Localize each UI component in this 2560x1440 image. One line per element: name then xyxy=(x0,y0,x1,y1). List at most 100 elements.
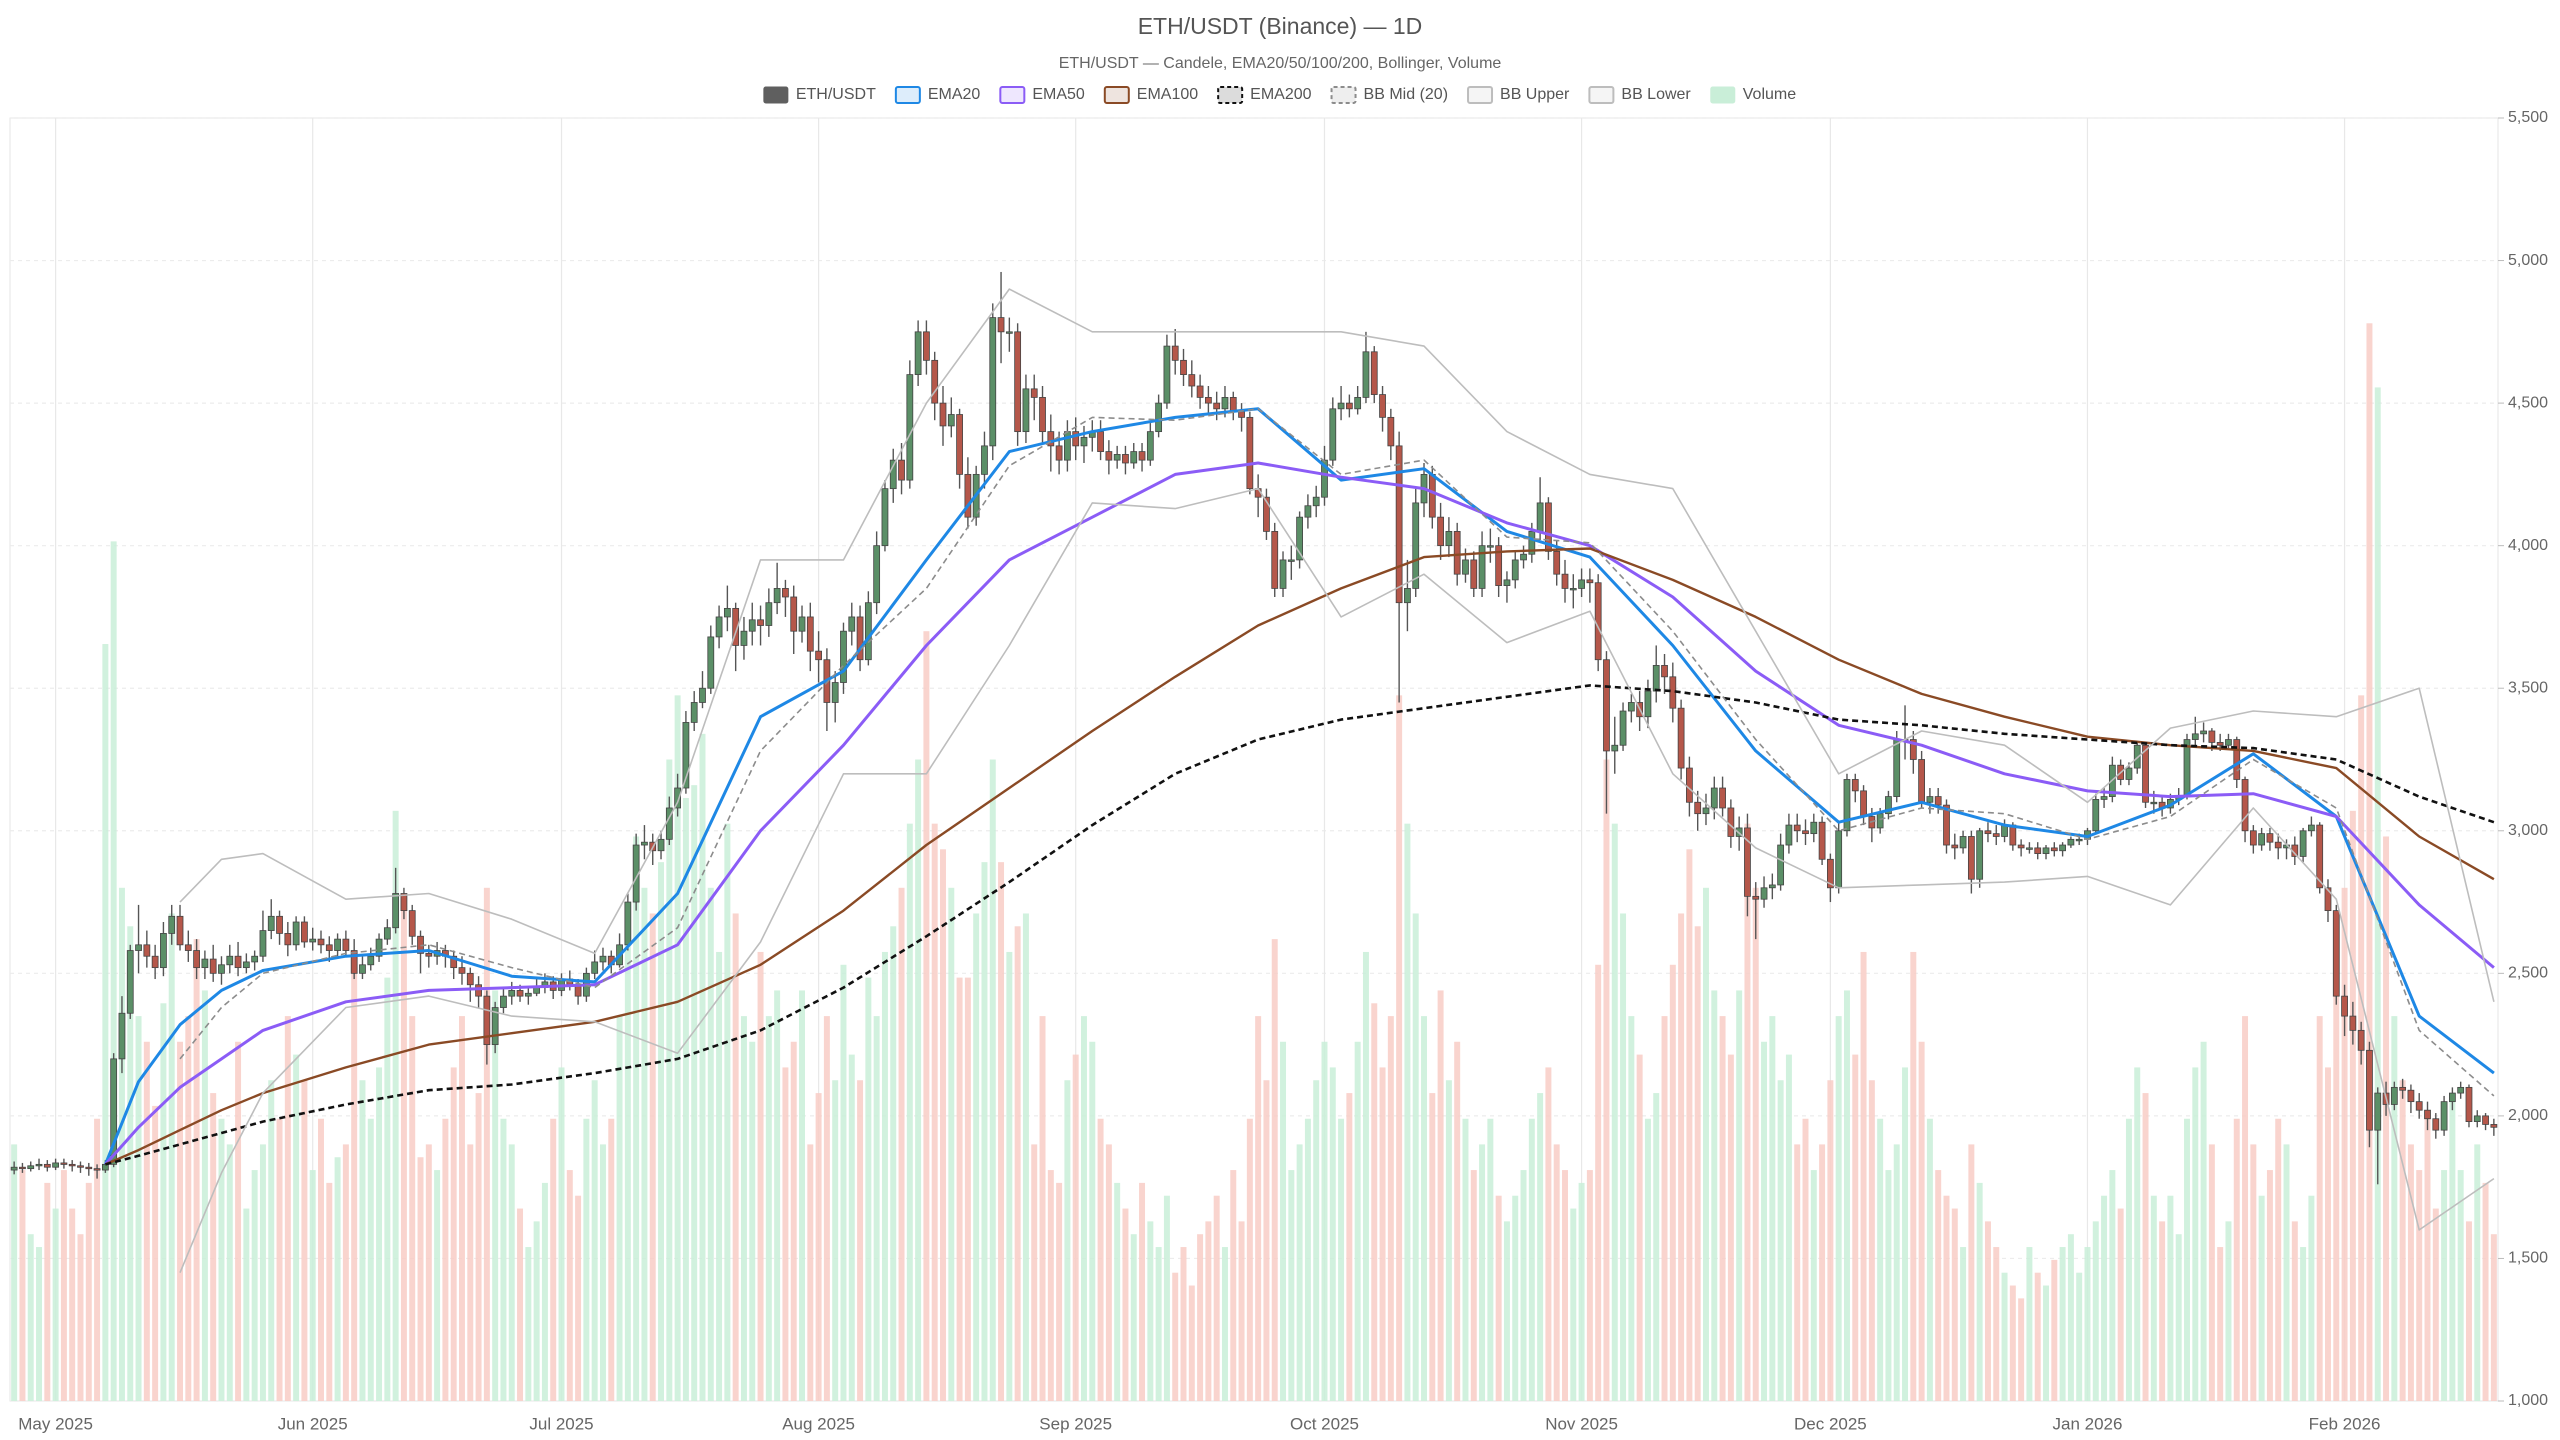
candle-body xyxy=(1694,801,1702,815)
candle-body xyxy=(1030,388,1038,398)
volume-bar xyxy=(2266,1170,2273,1401)
volume-bar xyxy=(1006,951,1013,1401)
volume-bar xyxy=(2291,1221,2298,1401)
candle-body xyxy=(2050,847,2058,852)
legend-swatch xyxy=(763,86,789,104)
volume-bar xyxy=(11,1144,18,1401)
indicator-line xyxy=(179,408,2495,1097)
volume-bar xyxy=(1014,926,1021,1401)
candle-body xyxy=(110,1058,118,1165)
candle-body xyxy=(856,616,864,661)
volume-bar xyxy=(807,1144,814,1401)
volume-bar xyxy=(1669,964,1676,1401)
volume-bar xyxy=(2109,1170,2116,1401)
volume-bar xyxy=(1727,1054,1734,1401)
volume-bar xyxy=(1528,1118,1535,1401)
candle-body xyxy=(359,964,366,974)
volume-bar xyxy=(1893,1144,1900,1401)
candle-body xyxy=(2100,796,2108,800)
volume-bar xyxy=(915,759,922,1401)
volume-bar xyxy=(873,1016,880,1401)
legend-swatch xyxy=(1103,86,1130,104)
volume-bar xyxy=(2018,1298,2025,1401)
volume-bar xyxy=(475,1093,482,1401)
x-tick-label: Sep 2025 xyxy=(1039,1414,1112,1433)
volume-bar xyxy=(1197,1234,1204,1401)
candle-body xyxy=(317,938,325,946)
candle-body xyxy=(1180,359,1187,376)
volume-bar xyxy=(707,887,714,1401)
candle-body xyxy=(906,374,914,481)
volume-bar xyxy=(168,913,175,1401)
y-tick-label: 2,000 xyxy=(2508,1107,2548,1124)
volume-bar xyxy=(69,1208,76,1401)
candle-body xyxy=(1652,665,1660,692)
volume-bar xyxy=(1885,1170,1892,1401)
volume-bar xyxy=(674,695,681,1401)
candle-body xyxy=(1155,402,1163,433)
candle-body xyxy=(2390,1086,2398,1105)
indicator-line xyxy=(179,487,2495,1274)
candle-body xyxy=(1951,844,1959,849)
volume-bar xyxy=(558,1067,565,1401)
candle-body xyxy=(2017,844,2025,849)
volume-bar xyxy=(185,1016,192,1401)
volume-bar xyxy=(1769,1016,1776,1401)
candle-body xyxy=(1603,659,1610,752)
legend-label: EMA200 xyxy=(1250,86,1311,103)
candle-body xyxy=(309,938,317,943)
indicator-line xyxy=(179,288,2495,1002)
candle-body xyxy=(591,961,599,974)
volume-bar xyxy=(1462,1118,1469,1401)
volume-bar xyxy=(2399,1080,2406,1401)
candle-body xyxy=(1122,454,1129,464)
volume-bar xyxy=(1935,1170,1942,1401)
candle-body xyxy=(2059,844,2066,852)
candle-body xyxy=(873,545,881,604)
candle-body xyxy=(1876,813,1884,829)
candle-body xyxy=(2233,739,2241,780)
volume-bar xyxy=(848,1054,855,1401)
candle-body xyxy=(1354,397,1362,410)
volume-bar xyxy=(732,913,739,1401)
candle-body xyxy=(1312,496,1320,507)
volume-bar xyxy=(1711,990,1718,1401)
volume-bar xyxy=(77,1234,84,1401)
volume-bar xyxy=(2117,1208,2124,1401)
legend-swatch xyxy=(1588,86,1615,104)
candle-body xyxy=(1005,331,1013,334)
legend-swatch xyxy=(999,86,1026,104)
candle-body xyxy=(1976,830,1984,880)
volume-bar xyxy=(276,1118,283,1401)
candle-body xyxy=(1362,351,1370,398)
legend-label: BB Lower xyxy=(1621,86,1691,103)
candle-body xyxy=(956,414,963,475)
volume-bar xyxy=(1105,1144,1112,1401)
y-tick-label: 5,000 xyxy=(2508,252,2548,269)
volume-bar xyxy=(367,1118,374,1401)
volume-bar xyxy=(1661,1016,1668,1401)
candle-body xyxy=(251,955,259,963)
volume-bar xyxy=(2383,836,2390,1401)
candle-body xyxy=(2424,1109,2431,1120)
volume-bar xyxy=(1296,1144,1303,1401)
legend-swatch xyxy=(1217,86,1244,104)
candle-body xyxy=(458,967,466,974)
volume-bar xyxy=(1976,1182,1983,1401)
volume-bar xyxy=(1926,1118,1933,1401)
volume-bar xyxy=(964,977,971,1401)
volume-bar xyxy=(1968,1144,1975,1401)
candle-body xyxy=(1785,824,1793,846)
volume-bar xyxy=(2225,1221,2232,1401)
candle-body xyxy=(1437,516,1444,547)
candle-body xyxy=(1271,531,1279,589)
volume-bar xyxy=(1429,1093,1436,1401)
candle-body xyxy=(1885,796,1892,815)
volume-bar xyxy=(376,1067,383,1401)
candle-body xyxy=(2241,779,2249,832)
volume-bar xyxy=(2184,1118,2190,1401)
volume-bar xyxy=(1819,1144,1826,1401)
candle-body xyxy=(1453,531,1461,575)
candle-body xyxy=(1022,388,1030,433)
